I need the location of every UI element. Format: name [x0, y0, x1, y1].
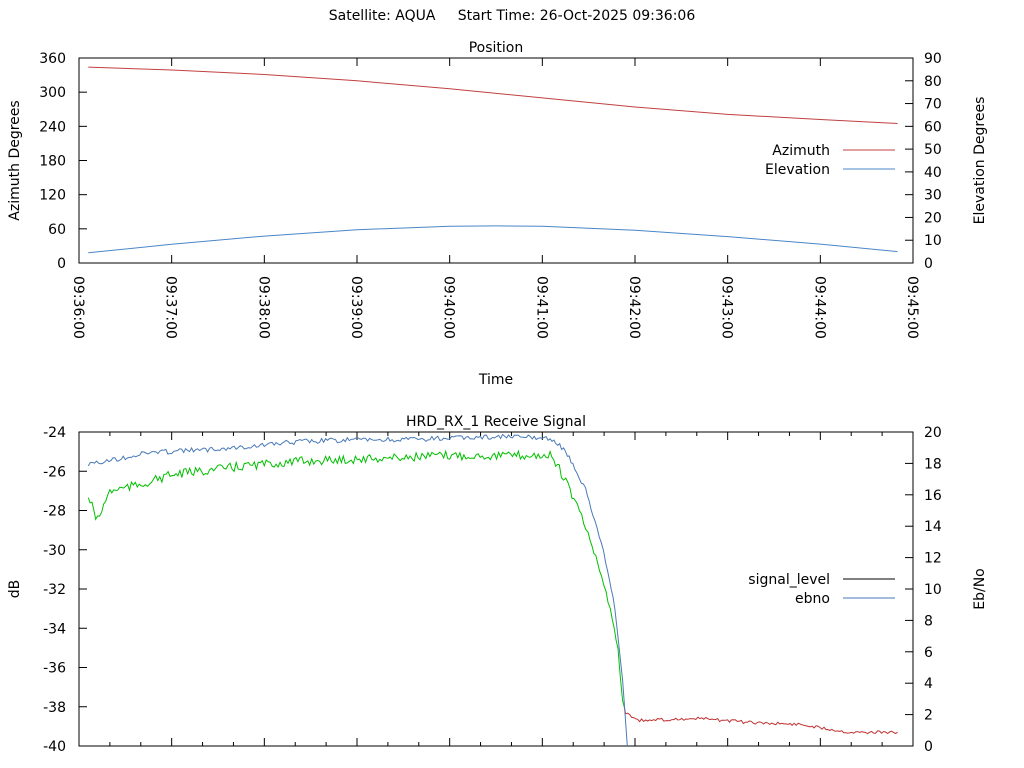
legend-label: ebno — [795, 591, 830, 607]
x-axis-label: Time — [478, 372, 513, 388]
x-tick-label: 09:45:00 — [904, 276, 920, 339]
x-tick-label: 09:39:00 — [348, 276, 364, 339]
y-tick-label: -38 — [43, 700, 66, 716]
y2-tick-label: 2 — [924, 708, 933, 724]
x-tick-label: 09:40:00 — [441, 276, 457, 339]
y2-tick-label: 12 — [924, 551, 942, 567]
y-tick-label: -26 — [43, 464, 66, 480]
y2-tick-label: 0 — [924, 739, 933, 755]
y-tick-label: 180 — [39, 154, 66, 170]
y2-tick-label: 50 — [924, 142, 942, 158]
y2-tick-label: 30 — [924, 188, 942, 204]
y-tick-label: 60 — [48, 222, 66, 238]
y-tick-label: 360 — [39, 51, 66, 67]
chart-title: HRD_RX_1 Receive Signal — [406, 414, 586, 430]
chart-title: Position — [469, 40, 524, 56]
y2-tick-label: 90 — [924, 51, 942, 67]
y-tick-label: -34 — [43, 621, 66, 637]
legend-label: signal_level — [748, 572, 830, 588]
y2-tick-label: 20 — [924, 210, 942, 226]
y-tick-label: -40 — [43, 739, 66, 755]
y-tick-label: -36 — [43, 661, 66, 677]
x-tick-label: 09:38:00 — [255, 276, 271, 339]
y2-tick-label: 4 — [924, 676, 933, 692]
chart-header: Satellite: AQUA Start Time: 26-Oct-2025 … — [0, 8, 1024, 24]
plot-border-1 — [78, 431, 914, 747]
y2-tick-label: 6 — [924, 645, 933, 661]
satellite-name: Satellite: AQUA — [328, 8, 436, 24]
y2-axis-label: Eb/No — [972, 568, 988, 610]
x-tick-label: 09:36:00 — [70, 276, 86, 339]
y2-tick-label: 20 — [924, 425, 942, 441]
y-tick-label: -32 — [43, 582, 66, 598]
y2-tick-label: 40 — [924, 165, 942, 181]
y2-tick-label: 8 — [924, 613, 933, 629]
y2-tick-label: 10 — [924, 233, 942, 249]
y-tick-label: -28 — [43, 504, 66, 520]
y-tick-label: 300 — [39, 85, 66, 101]
y2-tick-label: 10 — [924, 582, 942, 598]
y-tick-label: -24 — [43, 425, 66, 441]
y2-tick-label: 16 — [924, 488, 942, 504]
x-tick-label: 09:43:00 — [719, 276, 735, 339]
y2-tick-label: 80 — [924, 74, 942, 90]
y-tick-label: 240 — [39, 119, 66, 135]
y-tick-label: 120 — [39, 188, 66, 204]
series-line-Elevation — [88, 225, 898, 254]
y2-tick-label: 18 — [924, 456, 942, 472]
plot-border-0 — [78, 57, 914, 264]
y2-tick-label: 60 — [924, 119, 942, 135]
y2-axis-label: Elevation Degrees — [972, 97, 988, 225]
start-time: Start Time: 26-Oct-2025 09:36:06 — [457, 8, 696, 24]
series-line-signal_level_low — [623, 707, 898, 735]
x-tick-label: 09:41:00 — [533, 276, 549, 339]
y2-tick-label: 14 — [924, 519, 942, 535]
y2-tick-label: 70 — [924, 97, 942, 113]
x-tick-label: 09:44:00 — [811, 276, 827, 339]
y-axis-label: Azimuth Degrees — [7, 100, 23, 220]
series-line-signal_level — [87, 449, 625, 707]
x-tick-label: 09:42:00 — [626, 276, 642, 339]
y2-tick-label: 0 — [924, 256, 933, 272]
y-axis-label: dB — [7, 580, 23, 599]
y-tick-label: 0 — [57, 256, 66, 272]
legend-label: Elevation — [765, 162, 830, 178]
series-line-Azimuth — [88, 66, 898, 124]
y-tick-label: -30 — [43, 543, 66, 559]
legend-label: Azimuth — [772, 143, 830, 159]
x-tick-label: 09:37:00 — [163, 276, 179, 339]
series-line-ebno — [87, 433, 628, 747]
